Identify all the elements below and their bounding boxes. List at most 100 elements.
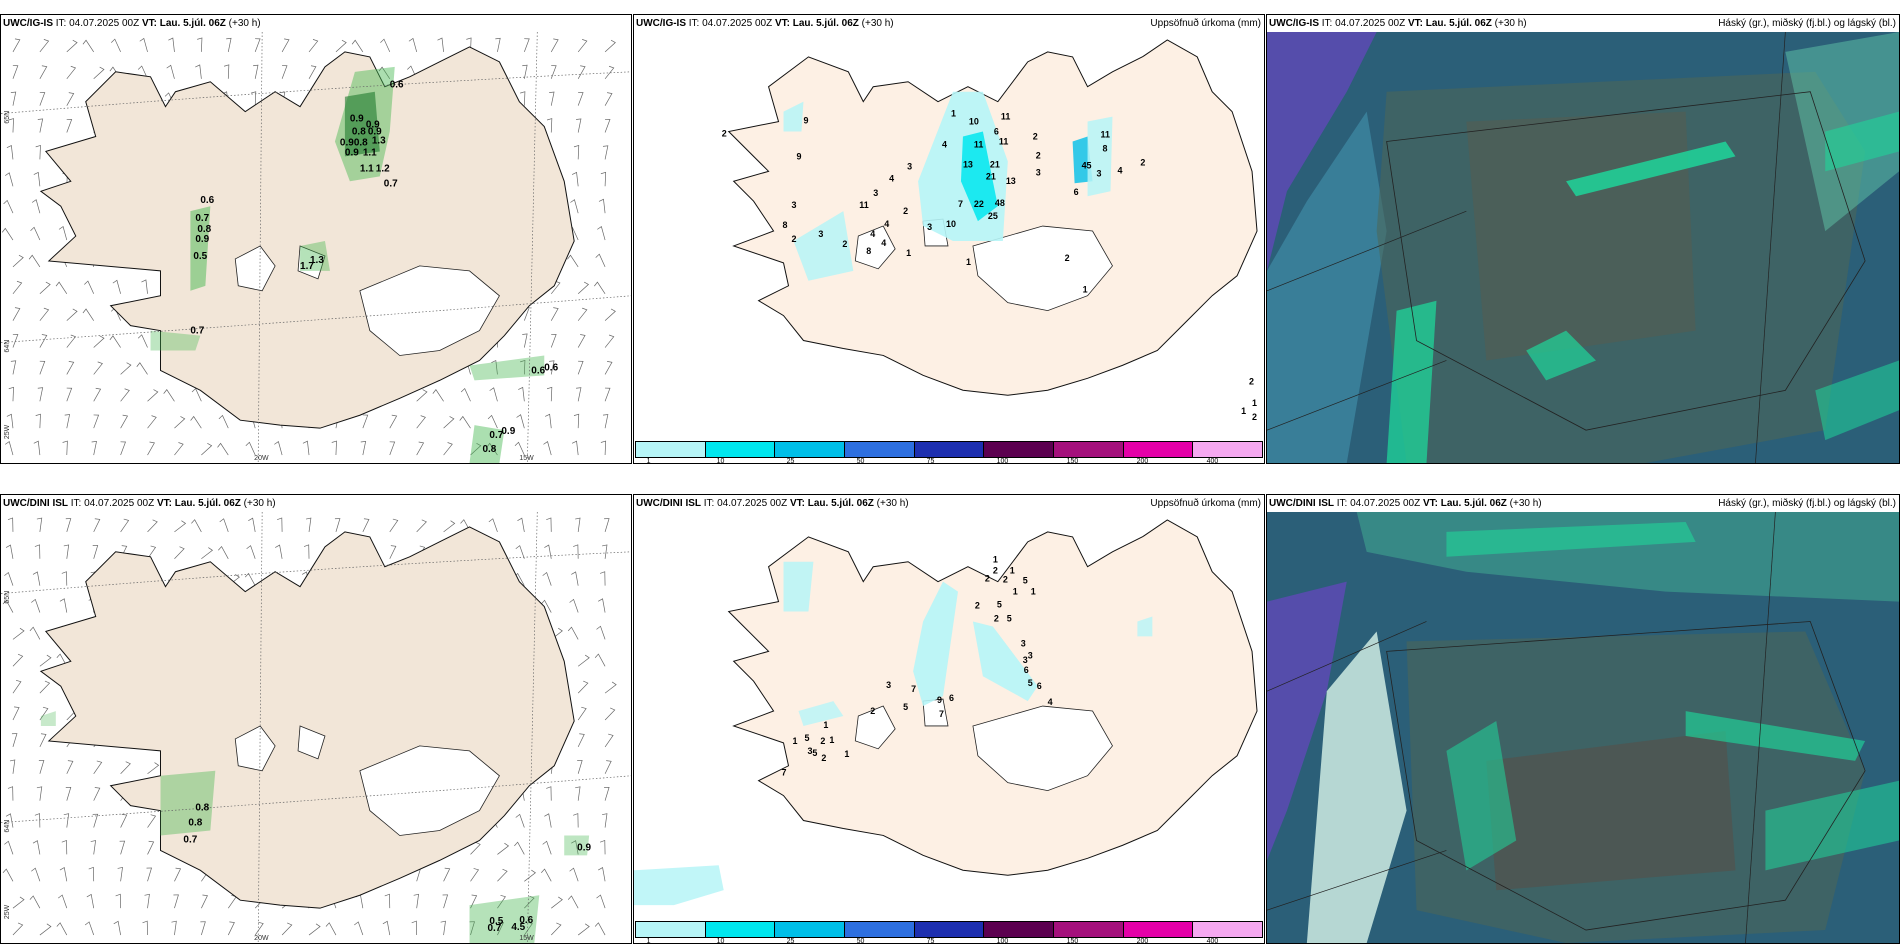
precip-amount-label: 2	[1249, 376, 1254, 386]
wind-barb	[56, 922, 68, 936]
wind-barb	[250, 91, 257, 106]
legend-swatch	[705, 922, 776, 937]
wind-barb	[362, 518, 370, 533]
wind-barb	[517, 517, 525, 532]
wind-barb	[39, 733, 47, 748]
wind-barb	[28, 254, 41, 268]
wind-barb	[573, 813, 579, 828]
wind-barb	[542, 571, 552, 586]
legend-swatch	[1123, 442, 1194, 457]
wind-barb	[227, 894, 237, 909]
precip-amount-label: 2	[975, 601, 980, 611]
wind-barb	[32, 571, 41, 586]
precip-contour-label: 0.7	[384, 178, 398, 189]
wind-barb	[594, 653, 606, 667]
wind-barb	[549, 91, 555, 106]
wind-barb	[7, 786, 14, 801]
precip-amount-label: 8	[783, 220, 788, 230]
precip-amount-label: 2	[994, 613, 999, 623]
wind-barb	[488, 518, 498, 533]
wind-barb	[217, 442, 229, 456]
precip-contour-label: 0.6	[544, 362, 558, 373]
precip-amount-label: 9	[937, 695, 942, 705]
wind-barb	[600, 440, 607, 456]
precip-amount-label: 7	[939, 709, 944, 719]
wind-barb	[497, 842, 510, 855]
wind-barb	[459, 415, 471, 429]
wind-barb	[331, 440, 337, 456]
wind-map-bottom: 65N 64N 25W 20W 15W 0.8 0.8 0.7 0.9 0.7 0.5 0.…	[1, 512, 631, 943]
wind-barb	[275, 544, 283, 559]
wind-barb	[37, 387, 44, 402]
precip-amount-label: 1	[993, 555, 998, 565]
legend-swatch	[1054, 922, 1124, 937]
wind-barb	[147, 762, 160, 775]
wind-barb	[515, 545, 525, 559]
precip-amount-label: 1	[1252, 398, 1257, 408]
wind-barb	[577, 654, 590, 667]
wind-barb	[604, 518, 610, 533]
wind-barb	[570, 199, 579, 214]
wind-barb	[91, 440, 97, 456]
wind-barb	[362, 414, 369, 429]
wind-barb	[604, 65, 615, 80]
precip-amount-label: 2	[985, 574, 990, 584]
wind-barb	[93, 518, 101, 533]
wind-barb	[137, 65, 148, 79]
precip-contour-label: 0.7	[487, 923, 501, 934]
precip-contour-label: 4.5	[511, 922, 525, 933]
wind-barb	[142, 920, 148, 936]
wind-barb	[61, 839, 68, 855]
precip-contour-label: 0.9	[577, 842, 591, 853]
wind-barb	[59, 867, 68, 882]
precip-amount-label: 2	[1065, 253, 1070, 263]
wind-barb	[491, 360, 498, 375]
legend-tick-label: 25	[786, 458, 795, 464]
wind-barb	[416, 389, 428, 402]
panel-title: UWC/DINI ISL IT: 04.07.2025 00Z VT: Lau.…	[3, 498, 276, 509]
wind-barb	[226, 37, 232, 52]
wind-barb	[195, 64, 202, 79]
wind-barb	[168, 37, 175, 52]
wind-barb	[218, 545, 229, 559]
precip-amount-label: 6	[1074, 187, 1079, 197]
wind-barb	[32, 840, 41, 855]
wind-barb	[602, 813, 608, 828]
wind-barb	[550, 333, 557, 348]
wind-barb	[12, 307, 21, 321]
precip-amount-label: 2	[821, 753, 826, 763]
wind-barb	[550, 280, 561, 295]
wind-barb	[443, 867, 451, 882]
wind-barb	[39, 680, 51, 694]
wind-barb	[66, 760, 74, 774]
precip-amount-label: 4	[942, 139, 947, 149]
wind-barb	[577, 706, 587, 721]
wind-barb	[174, 416, 186, 429]
iceland-land	[727, 519, 1258, 876]
wind-barb	[190, 415, 202, 429]
wind-barb	[596, 894, 606, 909]
precip-amount-label: 22	[974, 199, 984, 209]
wind-barb	[524, 869, 536, 882]
wind-barb	[66, 65, 77, 80]
wind-barb	[120, 414, 129, 429]
lon-20-label: 20W	[254, 455, 269, 462]
precip-amount-label: 2	[870, 706, 875, 716]
wind-barb	[6, 145, 14, 160]
wind-barb	[174, 442, 184, 456]
wind-barb	[544, 544, 552, 559]
wind-barb	[520, 360, 526, 375]
precip-amount-label: 1	[1083, 285, 1088, 295]
wind-barb	[577, 760, 583, 774]
wind-barb	[551, 922, 562, 936]
wind-barb	[573, 413, 580, 429]
precip-amount-label: 5	[903, 702, 908, 712]
precip-amount-label: 8	[866, 246, 871, 256]
precip-amount-label: 2	[842, 239, 847, 249]
legend-swatch	[1193, 922, 1263, 937]
wind-barb	[112, 279, 121, 294]
wind-barb	[577, 65, 586, 79]
precip-contour-label: 0.7	[489, 430, 503, 441]
